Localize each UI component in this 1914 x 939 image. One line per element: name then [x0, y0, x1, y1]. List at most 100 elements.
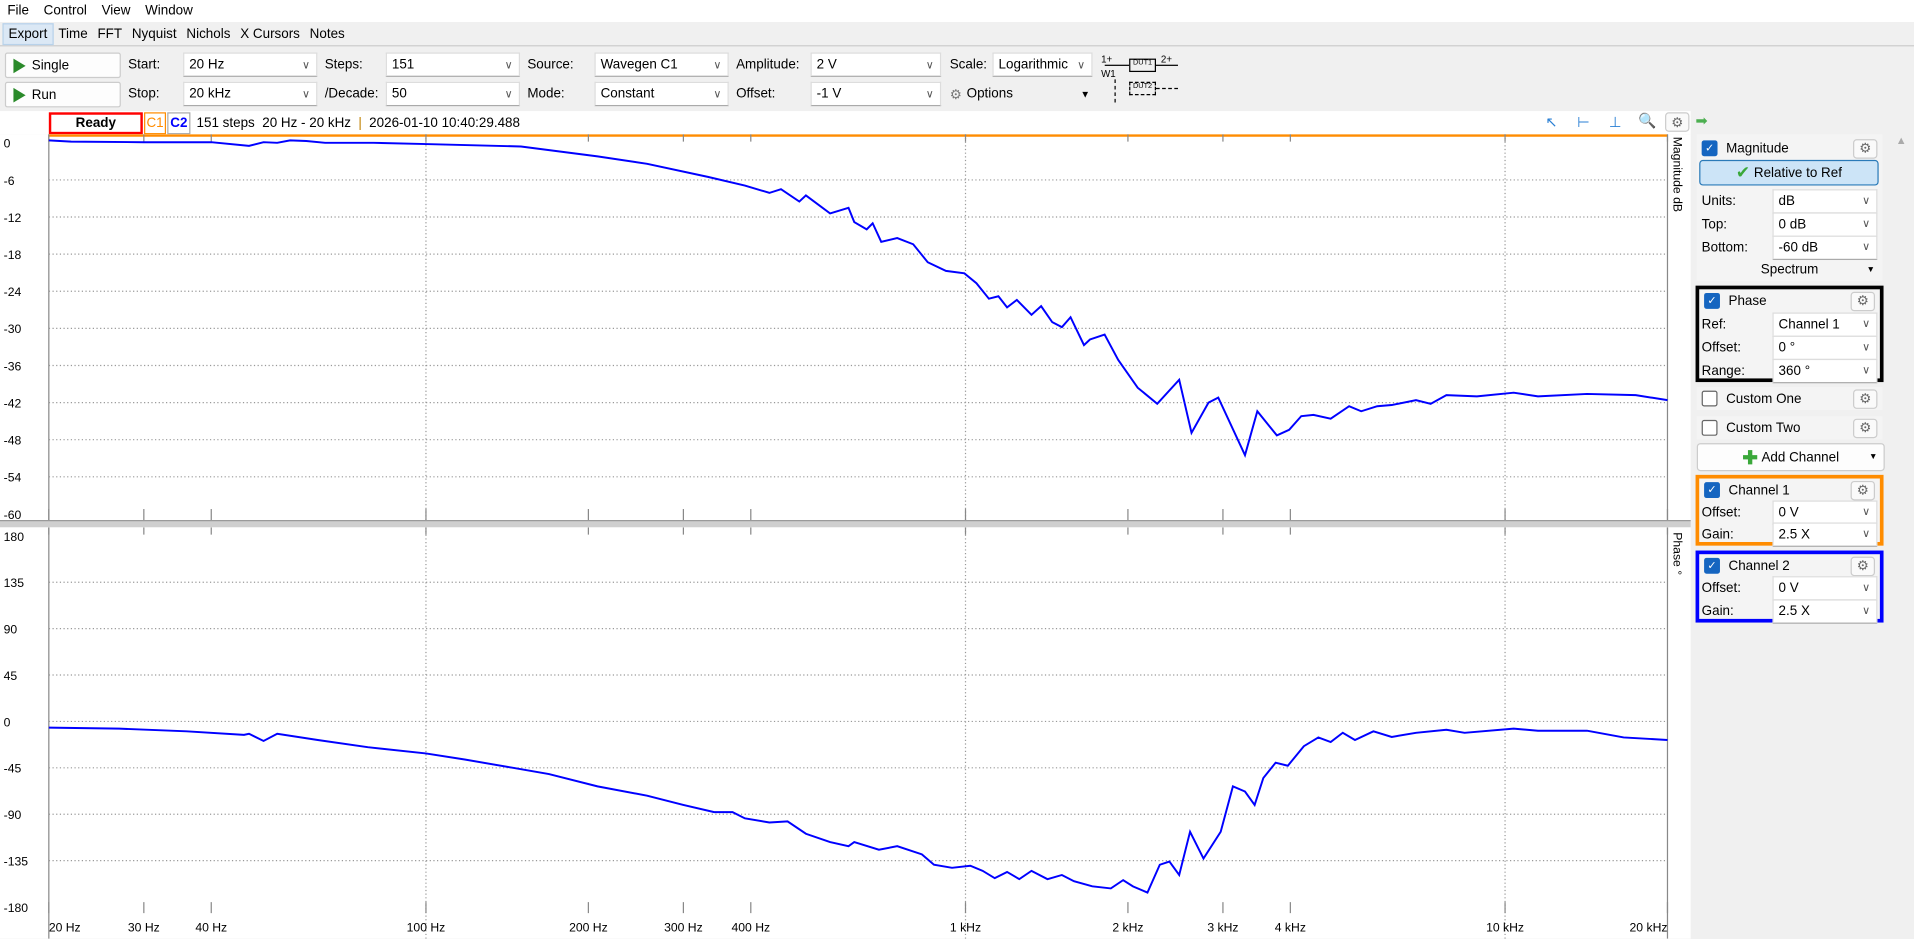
relative-to-ref-label: Relative to Ref — [1753, 165, 1842, 181]
amplitude-label: Amplitude: — [736, 57, 800, 73]
gear-icon[interactable]: ⚙ — [1853, 388, 1878, 409]
menu-file[interactable]: File — [7, 3, 29, 19]
custom-one-section: Custom One ⚙ — [1696, 386, 1883, 411]
phase-offset-select[interactable]: 0 ° ∨ — [1772, 335, 1878, 360]
top-select[interactable]: 0 dB ∨ — [1772, 211, 1878, 237]
y-tick-label: -90 — [4, 808, 22, 822]
add-channel-button[interactable]: ✚ Add Channel ▼ — [1696, 443, 1885, 472]
ref-select[interactable]: Channel 1 ∨ — [1772, 311, 1878, 337]
gear-icon[interactable]: ⚙ — [1853, 418, 1878, 438]
phase-offset-value: 0 ° — [1778, 339, 1796, 355]
magnitude-checkbox[interactable]: ✓ — [1701, 140, 1718, 157]
ch2-offset-select[interactable]: 0 V ∨ — [1772, 575, 1878, 600]
ref-label: Ref: — [1701, 316, 1727, 332]
start-select[interactable]: 20 Hz ∨ — [183, 52, 318, 77]
start-label: Start: — [128, 57, 161, 73]
scale-select[interactable]: Logarithmic ∨ — [992, 52, 1093, 77]
phase-plot[interactable]: 180 135 90 45 0 -45 -90 -135 -180 20 Hz 30 Hz 40 Hz… — [0, 527, 1691, 939]
x-tick-label: 4 kHz — [1275, 920, 1306, 934]
ch2-gain-value: 2.5 X — [1778, 603, 1810, 619]
series-line-c2 — [48, 726, 1668, 894]
amplitude-select[interactable]: 2 V ∨ — [810, 52, 942, 77]
source-select[interactable]: Wavegen C1 ∨ — [594, 52, 729, 77]
c2-toggle[interactable]: C2 — [167, 112, 191, 135]
gear-icon[interactable]: ⚙ — [1850, 556, 1875, 576]
chevron-down-icon: ∨ — [1862, 527, 1871, 540]
offset-select[interactable]: -1 V ∨ — [810, 81, 942, 107]
panel-scrollbar[interactable]: ▲ — [1889, 131, 1914, 939]
ch2-gain-select[interactable]: 2.5 X ∨ — [1772, 598, 1878, 624]
units-select[interactable]: dB ∨ — [1772, 188, 1878, 214]
tab-notes[interactable]: Notes — [309, 26, 345, 41]
menu-control[interactable]: Control — [43, 3, 87, 19]
steps-label: Steps: — [324, 57, 363, 73]
bottom-value: -60 dB — [1778, 239, 1819, 255]
y-tick-label: -12 — [4, 211, 22, 225]
steps-select[interactable]: 151 ∨ — [385, 52, 521, 77]
channel-2-section: ✓ Channel 2 ⚙ Offset: 0 V ∨ Gain: 2.5 X ∨ — [1695, 550, 1884, 624]
channel-1-section: ✓ Channel 1 ⚙ Offset: 0 V ∨ Gain: 2.5 X ∨ — [1695, 474, 1884, 547]
ch1-gain-label: Gain: — [1701, 526, 1734, 542]
top-label: Top: — [1701, 216, 1728, 232]
mode-select[interactable]: Constant ∨ — [594, 81, 729, 107]
source-value: Wavegen C1 — [600, 57, 678, 73]
offset-label: Offset: — [736, 86, 776, 102]
relative-to-ref-button[interactable]: ✔ Relative to Ref — [1699, 159, 1879, 186]
range-select[interactable]: 360 ° ∨ — [1772, 358, 1878, 383]
diagram-out-label: 2+ — [1160, 53, 1173, 65]
plot-settings-gear-icon[interactable]: ⚙ — [1665, 112, 1690, 132]
x-tick-label: 400 Hz — [731, 920, 770, 934]
cursor-tool-icon[interactable]: ↖ — [1545, 113, 1558, 131]
stop-select[interactable]: 20 kHz ∨ — [183, 81, 318, 107]
units-value: dB — [1778, 193, 1796, 209]
custom-one-checkbox[interactable] — [1701, 390, 1718, 407]
dropdown-arrow-icon: ▼ — [1868, 452, 1878, 462]
menu-view[interactable]: View — [101, 3, 131, 19]
ch1-gain-select[interactable]: 2.5 X ∨ — [1772, 521, 1878, 547]
amplitude-value: 2 V — [816, 57, 837, 73]
scroll-up-icon[interactable]: ▲ — [1895, 134, 1907, 147]
phase-checkbox[interactable]: ✓ — [1704, 292, 1720, 309]
plot-splitter[interactable] — [0, 520, 1691, 528]
horizontal-measure-icon[interactable]: ⊢ — [1577, 113, 1590, 131]
vertical-measure-icon[interactable]: ⊥ — [1608, 113, 1622, 131]
tab-nyquist[interactable]: Nyquist — [131, 26, 177, 41]
chevron-down-icon: ∨ — [302, 57, 311, 71]
channel-2-checkbox[interactable]: ✓ — [1704, 557, 1720, 574]
y-tick-label: 45 — [4, 669, 18, 683]
y-tick-label: 0 — [4, 715, 11, 729]
channel-1-title: Channel 1 — [1728, 482, 1790, 498]
tab-x-cursors[interactable]: X Cursors — [240, 26, 300, 41]
y-tick-label: 0 — [4, 137, 11, 151]
spectrum-dropdown[interactable]: Spectrum ▼ — [1702, 258, 1878, 281]
bottom-select[interactable]: -60 dB ∨ — [1772, 234, 1878, 260]
y-tick-label: -48 — [4, 434, 22, 448]
c1-toggle[interactable]: C1 — [144, 112, 167, 135]
single-button[interactable]: Single — [4, 52, 121, 79]
magnitude-plot[interactable]: 0 -6 -12 -18 -24 -30 -36 -42 -48 -54 -60 — [0, 134, 1691, 521]
channel-1-checkbox[interactable]: ✓ — [1704, 482, 1720, 499]
ch1-offset-label: Offset: — [1701, 504, 1741, 520]
arrow-right-icon[interactable]: ➡ — [1695, 112, 1708, 130]
options-button[interactable]: ⚙ Options ▼ — [950, 82, 1090, 106]
zoom-icon[interactable]: 🔍 — [1638, 112, 1657, 130]
tab-fft[interactable]: FFT — [97, 26, 123, 41]
gear-icon[interactable]: ⚙ — [1850, 291, 1875, 311]
chevron-down-icon: ∨ — [925, 87, 934, 100]
stop-value: 20 kHz — [189, 86, 232, 102]
gear-icon[interactable]: ⚙ — [1853, 138, 1878, 159]
chevron-down-icon: ∨ — [1862, 604, 1871, 617]
dut2-box: DUT2 — [1129, 81, 1157, 96]
tab-nichols[interactable]: Nichols — [186, 26, 231, 41]
menu-window[interactable]: Window — [145, 3, 193, 19]
x-tick-label: 2 kHz — [1112, 920, 1143, 934]
status-info-row: 151 steps 20 Hz - 20 kHz | 2026-01-10 10… — [197, 111, 528, 134]
gear-icon[interactable]: ⚙ — [1850, 480, 1875, 500]
bottom-label: Bottom: — [1701, 239, 1748, 255]
custom-two-checkbox[interactable] — [1701, 419, 1718, 436]
tab-export[interactable]: Export — [2, 22, 54, 45]
run-button[interactable]: Run — [4, 81, 121, 108]
ch1-offset-select[interactable]: 0 V ∨ — [1772, 499, 1878, 525]
tab-time[interactable]: Time — [58, 26, 88, 41]
decade-select[interactable]: 50 ∨ — [385, 81, 521, 107]
